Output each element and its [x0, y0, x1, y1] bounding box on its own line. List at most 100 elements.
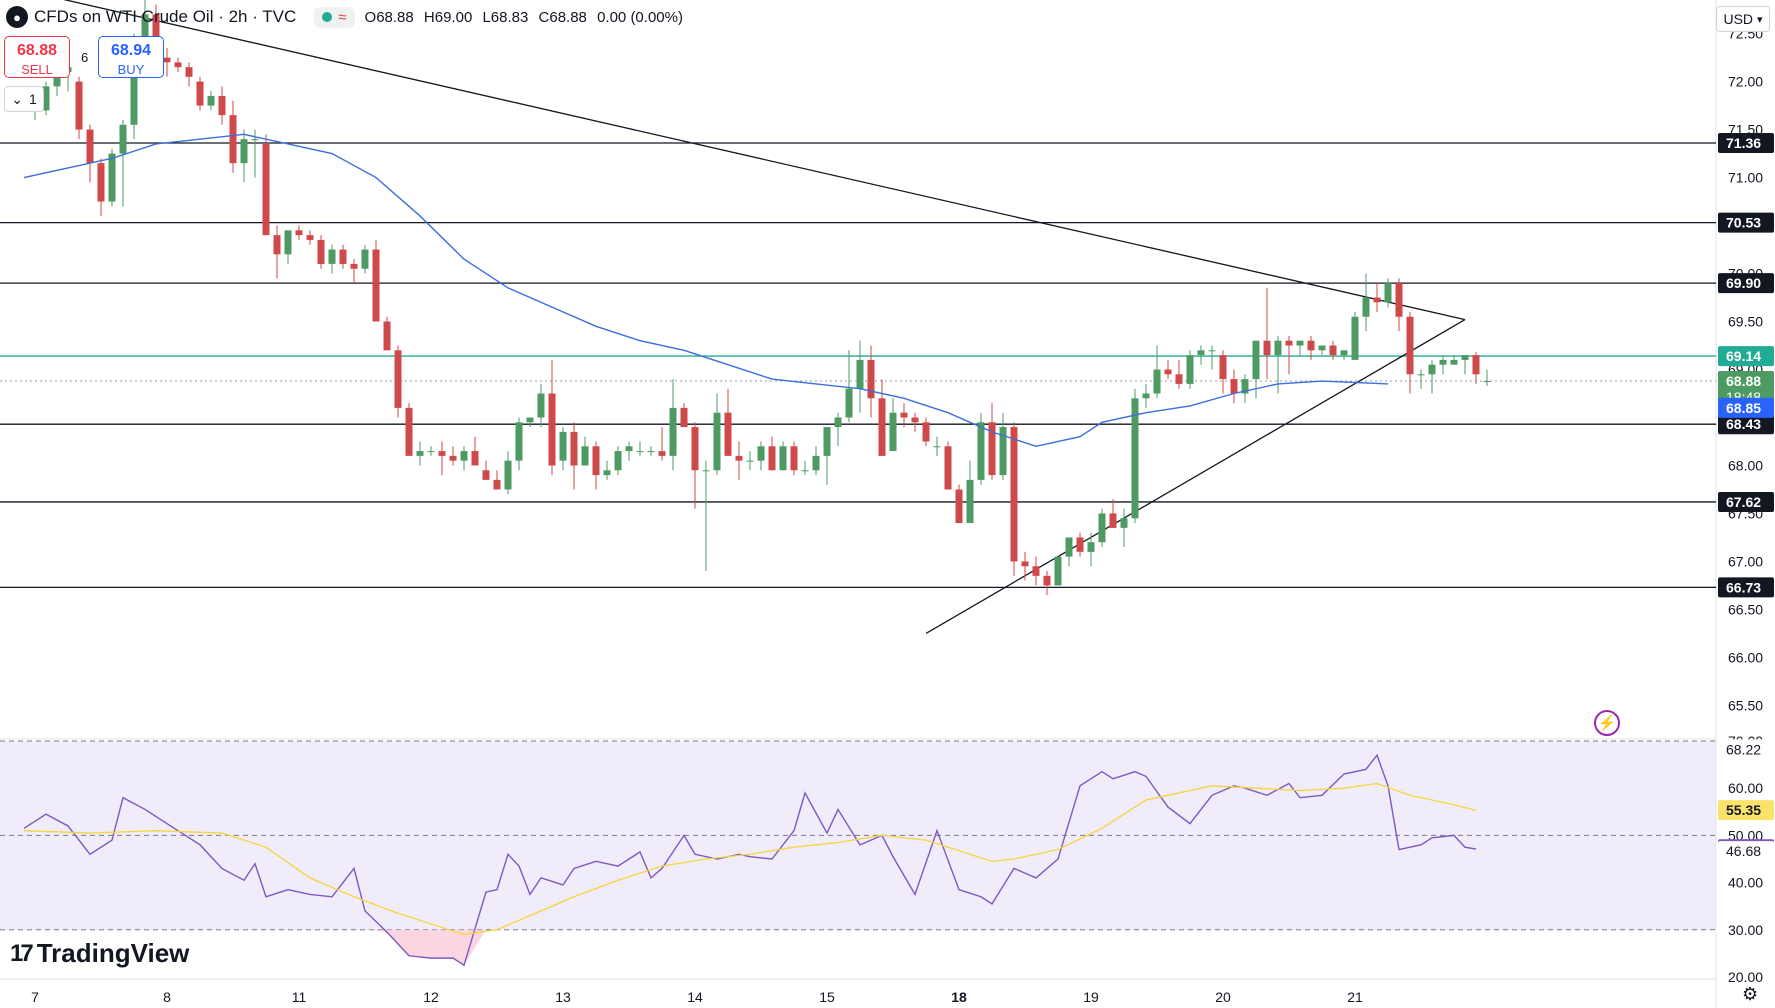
- candle-body: [922, 422, 930, 442]
- candle-body: [1241, 379, 1249, 394]
- candle: [460, 446, 468, 471]
- candle: [515, 417, 523, 471]
- candle-body: [834, 417, 842, 428]
- candle: [1307, 335, 1315, 360]
- candle-body: [1197, 350, 1205, 356]
- candle-body: [944, 446, 952, 490]
- candle: [1439, 355, 1447, 375]
- candle: [779, 441, 787, 471]
- candle-body: [438, 451, 446, 456]
- candle-body: [75, 81, 83, 130]
- quantity-dropdown[interactable]: ⌄ 1: [4, 86, 44, 112]
- candle: [86, 124, 94, 183]
- sell-price: 68.88: [16, 42, 58, 59]
- currency-dropdown[interactable]: USD ▾: [1716, 6, 1770, 32]
- candle-body: [372, 249, 380, 322]
- candle-body: [933, 446, 941, 448]
- candle-body: [1472, 355, 1480, 375]
- candle-body: [1109, 513, 1117, 528]
- candle-body: [284, 230, 292, 255]
- candle-body: [548, 393, 556, 466]
- candle: [1142, 383, 1150, 408]
- candle-body: [1076, 537, 1084, 552]
- trendline-0: [63, 0, 1466, 321]
- candle-body: [1307, 340, 1315, 351]
- candle: [328, 244, 336, 274]
- market-status[interactable]: ≈: [314, 6, 355, 28]
- candle: [801, 460, 809, 476]
- candle: [757, 441, 765, 471]
- candle-body: [592, 446, 600, 476]
- candle-body: [1340, 350, 1348, 356]
- buy-button[interactable]: 68.94 BUY: [98, 36, 164, 78]
- open-value: O68.88: [364, 8, 414, 26]
- candle: [119, 119, 127, 207]
- rsi-ma-line: [23, 782, 1477, 936]
- buy-price: 68.94: [110, 42, 152, 59]
- candle: [768, 436, 776, 471]
- candle: [845, 350, 853, 423]
- candle-body: [823, 427, 831, 456]
- candle: [713, 393, 721, 476]
- candle-body: [999, 427, 1007, 476]
- candle-body: [1274, 340, 1282, 356]
- candle: [856, 340, 864, 413]
- gear-icon[interactable]: ⚙: [1742, 984, 1759, 1004]
- candle-body: [1043, 575, 1051, 586]
- candle-body: [449, 455, 457, 461]
- candle: [658, 427, 666, 461]
- candle-body: [867, 359, 875, 399]
- candle: [1483, 369, 1491, 386]
- candle-body: [713, 412, 721, 471]
- candle-body: [361, 249, 369, 269]
- level-label-bg: [1718, 577, 1774, 598]
- tradingview-mark-icon: 17: [10, 939, 34, 967]
- lightning-icon[interactable]: ⚡: [1594, 710, 1620, 736]
- candle: [339, 244, 347, 269]
- candle-body: [625, 446, 633, 452]
- candle: [1021, 551, 1029, 581]
- candle-body: [240, 139, 248, 164]
- rsi-value-label-68.22: 68.22: [1726, 741, 1761, 757]
- price-tick-label: 68.00: [1728, 457, 1763, 473]
- candle-body: [1439, 359, 1447, 365]
- chart-header: ● CFDs on WTI Crude Oil · 2h · TVC ≈ O68…: [0, 0, 689, 34]
- candle: [438, 441, 446, 476]
- candle: [1131, 388, 1139, 524]
- candle: [1406, 311, 1414, 394]
- candle: [1241, 374, 1249, 404]
- candle: [735, 441, 743, 480]
- candle-body: [108, 153, 116, 202]
- candle: [559, 427, 567, 471]
- tradingview-logo[interactable]: 17 TradingView: [10, 938, 189, 969]
- candle: [405, 403, 413, 456]
- candle-body: [1384, 283, 1392, 303]
- rsi-value-label-bg: [1718, 800, 1774, 821]
- candle-body: [1153, 369, 1161, 394]
- symbol-title[interactable]: CFDs on WTI Crude Oil · 2h · TVC: [34, 7, 297, 26]
- candle-body: [416, 451, 424, 456]
- candle-body: [790, 446, 798, 471]
- candle: [449, 446, 457, 466]
- ma-price-label-bg: [1718, 397, 1774, 418]
- candle: [922, 417, 930, 447]
- candle-body: [350, 263, 358, 269]
- candle-body: [977, 422, 985, 480]
- candle: [570, 422, 578, 490]
- candle-body: [1252, 340, 1260, 380]
- candle: [1417, 369, 1425, 389]
- rsi-value-label-bg: [1718, 841, 1774, 862]
- trendline-1: [925, 319, 1466, 634]
- candle-body: [460, 451, 468, 461]
- candle: [1054, 556, 1062, 586]
- price-tick-label: 69.50: [1728, 314, 1763, 330]
- candle-body: [504, 460, 512, 490]
- date-tick-label: 15: [819, 989, 835, 1005]
- currency-label: USD: [1723, 11, 1754, 27]
- buy-label: BUY: [117, 62, 145, 77]
- sell-button[interactable]: 68.88 SELL: [4, 36, 70, 78]
- price-tick-label: 72.00: [1728, 74, 1763, 90]
- candle: [1373, 283, 1381, 312]
- candle-body: [889, 412, 897, 452]
